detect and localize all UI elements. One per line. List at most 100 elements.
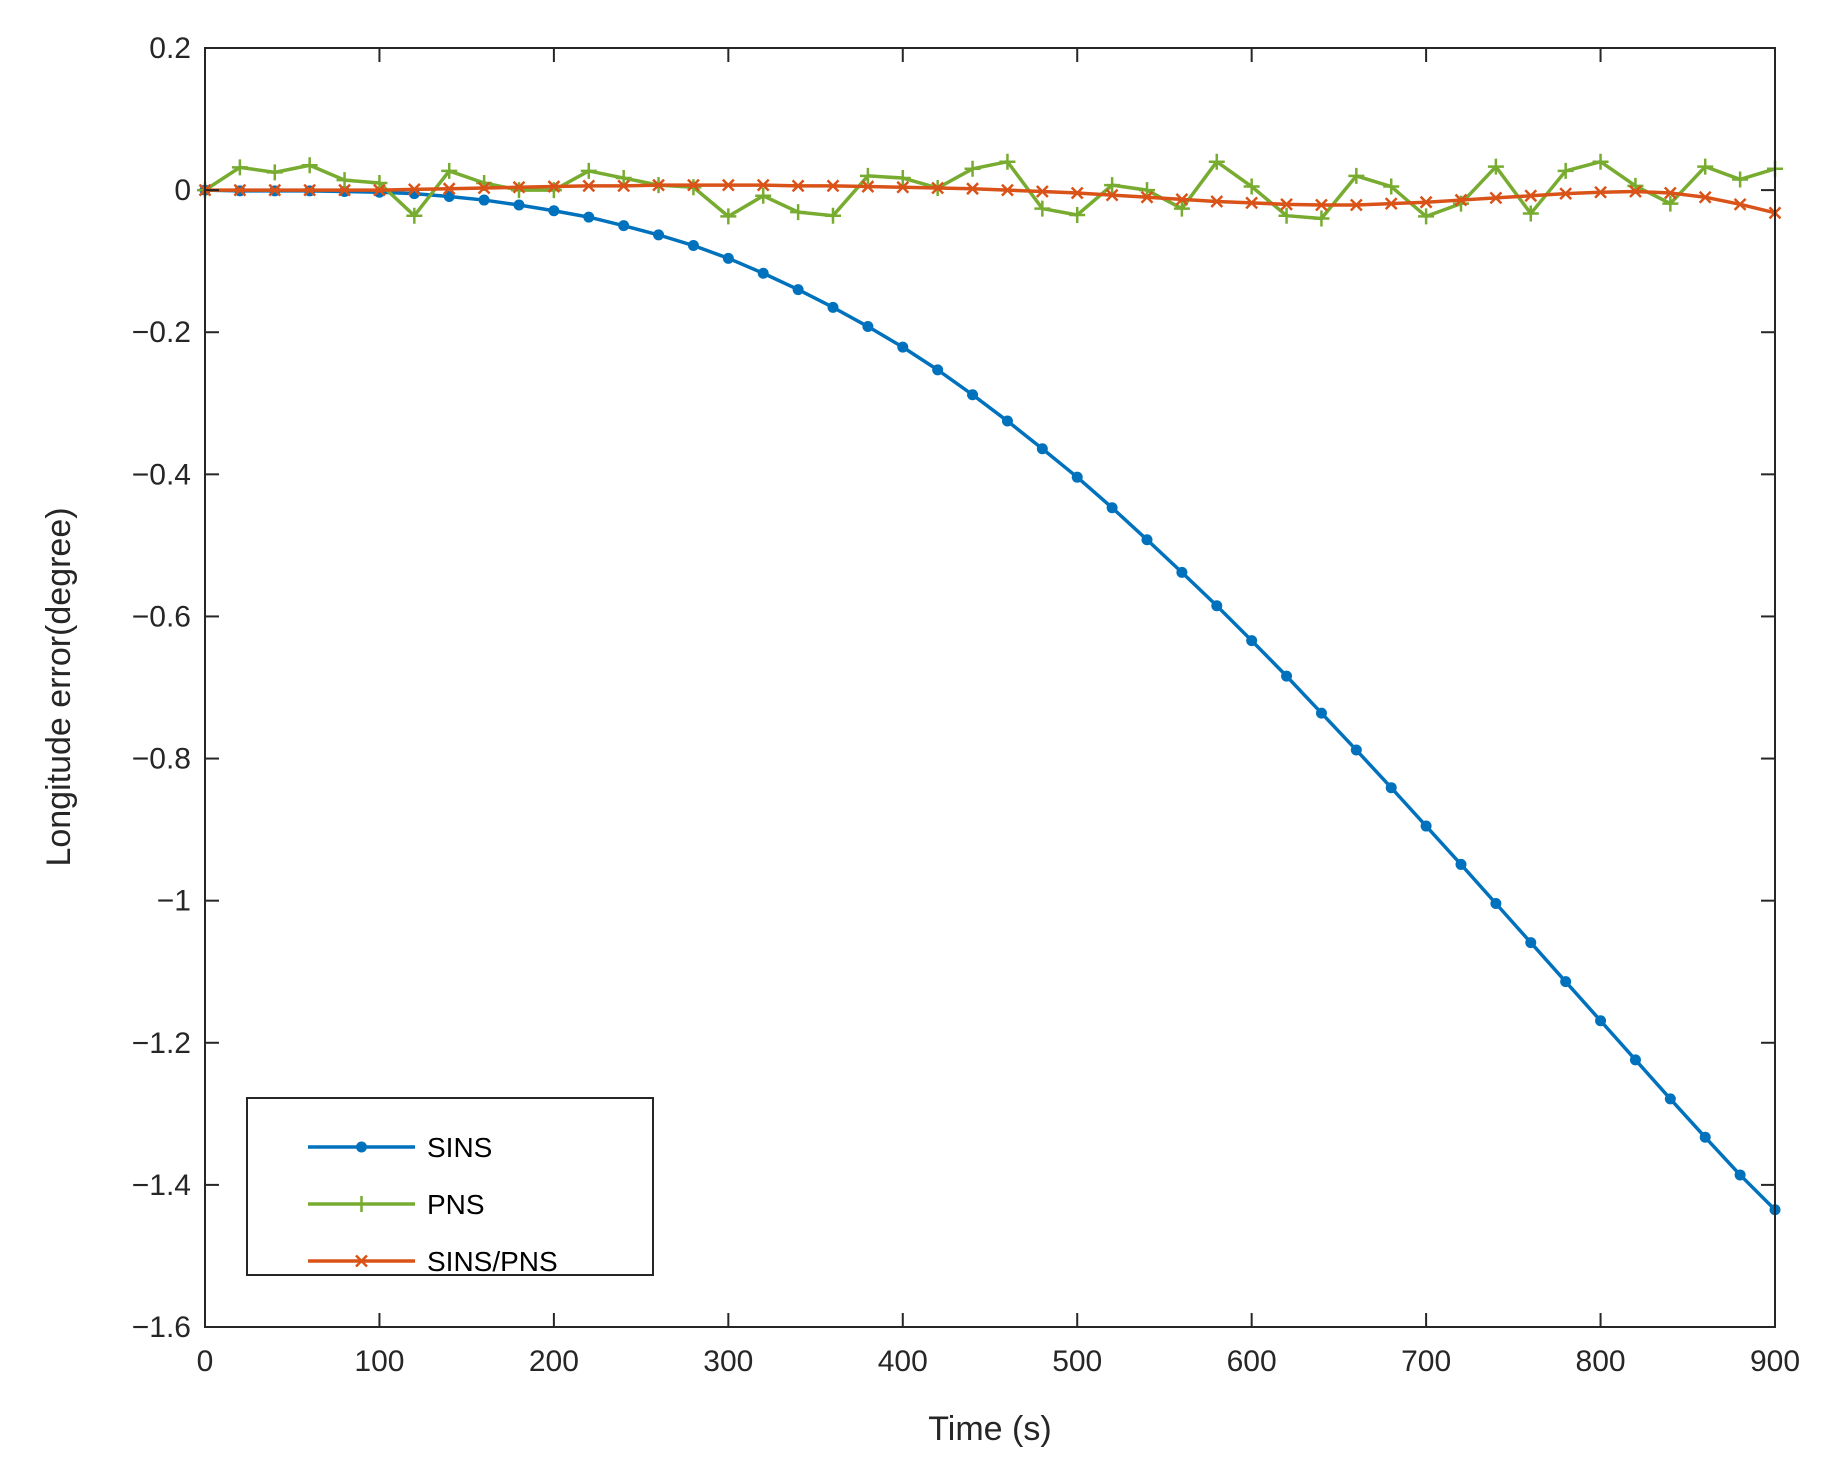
legend-item-sins: SINS: [308, 1132, 492, 1163]
data-point-sins: [1455, 858, 1467, 870]
data-point-sins-pns: [756, 178, 770, 192]
legend-box: [246, 1097, 654, 1276]
data-point-sins-pns: [1419, 195, 1433, 209]
legend-marker: [353, 1196, 370, 1212]
data-point-pns: [1522, 205, 1539, 222]
x-tick-label: 100: [354, 1345, 404, 1378]
data-point-pns: [1732, 171, 1749, 188]
data-point-sins: [932, 364, 944, 376]
data-point-sins: [1141, 534, 1153, 546]
y-tick-label: −0.8: [132, 743, 191, 776]
data-point-sins-pns: [1070, 186, 1084, 200]
data-point-pns: [1418, 208, 1435, 225]
data-point-sins: [443, 191, 455, 203]
y-tick-label: −0.4: [132, 458, 191, 491]
data-point-sins-pns: [931, 181, 945, 195]
data-point-sins-pns: [861, 180, 875, 193]
data-point-sins: [1350, 744, 1362, 756]
data-point-pns: [441, 162, 458, 179]
data-point-sins: [687, 240, 699, 252]
data-point-sins-pns: [966, 182, 979, 196]
data-point-sins-pns: [1489, 191, 1503, 205]
data-point-sins-pns: [1733, 197, 1747, 211]
data-point-pns: [1104, 177, 1121, 194]
legend-label: SINS: [427, 1132, 492, 1163]
data-point-pns: [1313, 210, 1330, 227]
data-point-sins: [967, 389, 979, 401]
y-tick-label: −0.2: [132, 316, 191, 349]
data-point-sins: [757, 267, 769, 279]
data-point-sins-pns: [1454, 193, 1468, 207]
data-point-sins-pns: [1035, 185, 1049, 198]
data-point-sins: [1385, 782, 1397, 794]
data-point-pns: [1208, 153, 1225, 170]
y-tick-label: −1.2: [132, 1027, 191, 1060]
data-point-sins: [1176, 566, 1188, 578]
legend-marker: [356, 1141, 367, 1153]
data-point-sins-pns: [826, 179, 840, 193]
data-point-sins: [618, 220, 630, 232]
y-tick-label: −1.6: [132, 1311, 191, 1344]
data-point-sins: [1525, 937, 1537, 949]
legend-item-pns: PNS: [308, 1189, 485, 1220]
data-point-pns: [580, 162, 597, 179]
data-point-pns: [894, 170, 911, 187]
data-point-sins: [1106, 502, 1118, 514]
data-point-sins: [1211, 600, 1223, 612]
plot-content: [197, 153, 1783, 1216]
data-point-pns: [720, 208, 737, 225]
x-tick-label: 0: [197, 1345, 214, 1378]
data-point-sins-pns: [303, 183, 317, 197]
data-point-sins-pns: [233, 183, 247, 197]
data-point-pns: [371, 175, 388, 192]
x-tick-label: 800: [1576, 1345, 1626, 1378]
data-point-sins: [827, 301, 839, 313]
data-point-sins-pns: [512, 180, 526, 194]
x-tick-label: 400: [878, 1345, 928, 1378]
data-point-sins: [1071, 471, 1083, 483]
data-point-pns: [511, 182, 527, 199]
data-point-sins: [897, 341, 909, 353]
data-point-sins: [1281, 670, 1293, 682]
x-tick-label: 500: [1052, 1345, 1102, 1378]
series-line-sins: [204, 188, 1777, 1211]
data-point-pns: [1348, 167, 1365, 184]
data-point-pns: [301, 157, 318, 174]
data-point-sins-pns: [1663, 186, 1677, 200]
data-point-sins: [548, 205, 560, 217]
data-point-sins-pns: [721, 178, 735, 192]
data-point-sins-pns: [547, 180, 561, 193]
data-point-pns: [825, 207, 841, 224]
y-tick-label: −0.6: [132, 600, 191, 633]
data-point-pns: [406, 207, 423, 224]
data-point-sins-pns: [373, 183, 386, 197]
data-point-pns: [545, 182, 562, 199]
plot-frame: [204, 47, 1776, 1328]
data-point-pns: [755, 187, 772, 204]
x-tick-label: 600: [1227, 1345, 1277, 1378]
legend-item-sins-pns: SINS/PNS: [308, 1246, 558, 1277]
data-point-sins-pns: [1001, 183, 1014, 197]
y-tick-label: 0.2: [149, 32, 191, 65]
data-point-sins: [1246, 635, 1258, 647]
legend: SINS PNS SINS/PNS: [246, 1097, 654, 1277]
data-point-sins: [1036, 443, 1048, 455]
data-point-sins-pns: [1559, 187, 1573, 201]
data-point-sins-pns: [1524, 189, 1538, 203]
data-point-sins-pns: [1245, 196, 1259, 210]
data-point-pns: [336, 172, 353, 189]
data-point-sins: [1490, 898, 1502, 910]
data-point-sins: [1315, 707, 1327, 719]
data-point-pns: [999, 153, 1016, 170]
data-point-pns: [859, 167, 876, 184]
data-point-sins-pns: [687, 178, 700, 192]
data-point-sins-pns: [1629, 185, 1642, 198]
data-point-pns: [1139, 182, 1155, 199]
data-point-sins-pns: [268, 183, 282, 197]
data-point-pns: [1278, 207, 1295, 224]
data-point-sins-pns: [442, 182, 456, 196]
data-point-sins-pns: [1384, 197, 1398, 210]
data-point-sins-pns: [1280, 197, 1293, 211]
data-point-pns: [1697, 158, 1714, 175]
